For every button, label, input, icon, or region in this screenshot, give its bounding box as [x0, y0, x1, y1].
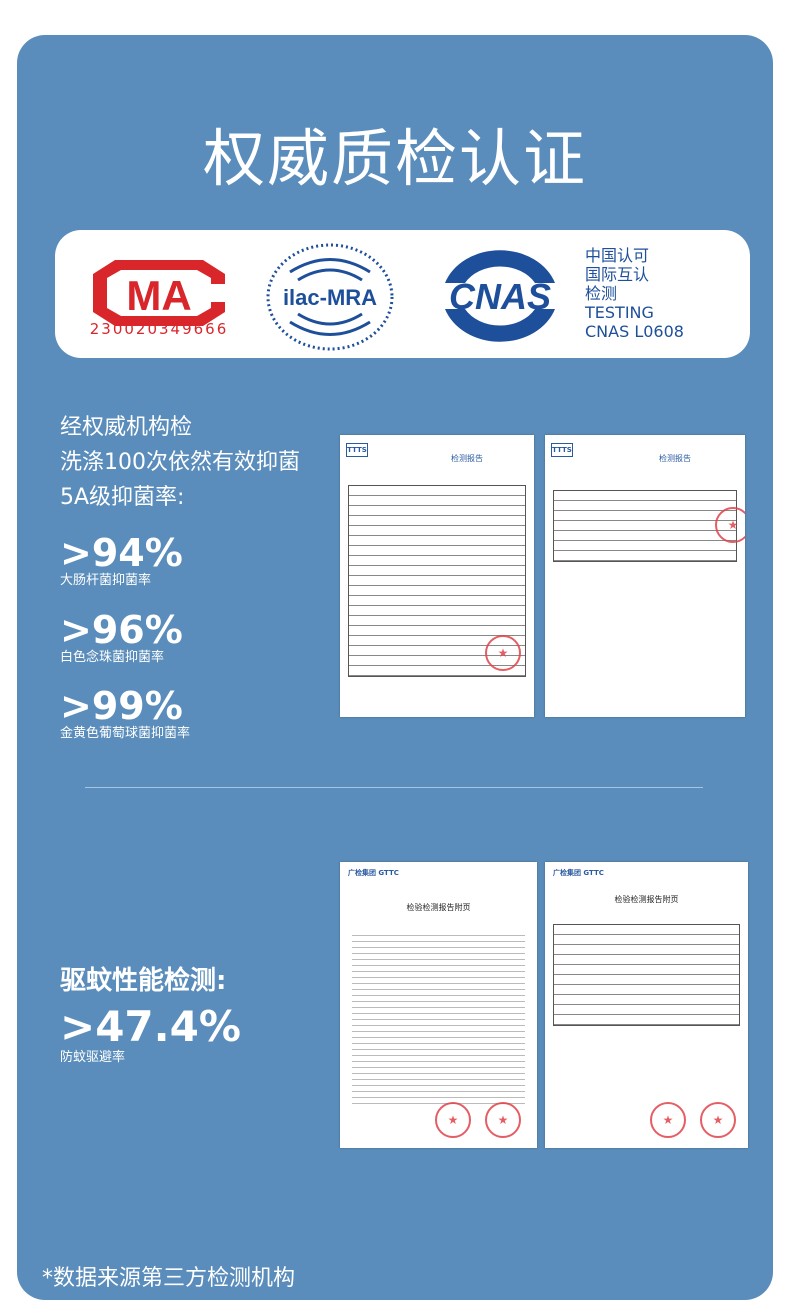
stat-mosquito: >47.4% 防蚊驱避率: [60, 1004, 241, 1066]
stat-staph: >99% 金黄色葡萄球菌抑菌率: [60, 686, 190, 742]
report-brand: 广检集团 GTTC: [348, 869, 399, 877]
stamp-icon: ★: [650, 1102, 686, 1138]
cnas-line: 国际互认: [585, 265, 650, 284]
cma-logo: MA: [93, 260, 225, 326]
stamp-icon: ★: [485, 1102, 521, 1138]
cnas-line: CNAS L0608: [585, 322, 684, 341]
mosquito-heading: 驱蚊性能检测:: [60, 966, 227, 996]
stat-value: >94%: [60, 531, 183, 575]
svg-text:ilac-MRA: ilac-MRA: [283, 285, 377, 310]
report-title: 检测报告: [451, 454, 483, 463]
cnas-line: 中国认可: [585, 246, 650, 265]
page-title: 权威质检认证: [202, 122, 587, 195]
stamp-icon: ★: [700, 1102, 736, 1138]
cnas-line: TESTING: [585, 303, 654, 322]
report-table: [553, 924, 740, 1026]
antibacterial-intro: 经权威机构检 洗涤100次依然有效抑菌 5A级抑菌率:: [60, 410, 300, 515]
report-text: [352, 930, 525, 1105]
report-brand: TTTS: [346, 443, 368, 457]
svg-text:CNAS: CNAS: [449, 276, 551, 317]
cnas-line: 检测: [585, 284, 618, 303]
stat-label: 防蚊驱避率: [60, 1050, 126, 1065]
test-report-image: TTTS 检测报告 ★: [545, 435, 745, 717]
report-title: 检测报告: [659, 454, 691, 463]
stat-label: 白色念珠菌抑菌率: [60, 650, 165, 665]
data-source-footnote: *数据来源第三方检测机构: [42, 1266, 296, 1291]
stat-label: 金黄色葡萄球菌抑菌率: [60, 726, 191, 741]
stat-value: >99%: [60, 684, 183, 728]
report-title: 检验检测报告附页: [406, 903, 471, 912]
test-report-image: 广检集团 GTTC 检验检测报告附页 ★ ★: [545, 862, 748, 1148]
cnas-logo: CNAS: [445, 250, 555, 342]
stat-candida: >96% 白色念珠菌抑菌率: [60, 610, 183, 666]
cma-number: 230020349666: [89, 320, 229, 338]
cnas-caption: 中国认可 国际互认 检测 TESTING CNAS L0608: [585, 246, 684, 341]
intro-line: 5A级抑菌率:: [60, 485, 185, 510]
test-report-image: 广检集团 GTTC 检验检测报告附页 ★ ★: [340, 862, 537, 1148]
section-divider: [85, 787, 703, 788]
report-brand: 广检集团 GTTC: [553, 869, 604, 877]
stat-value: >96%: [60, 608, 183, 652]
stat-value: >47.4%: [60, 1002, 241, 1051]
stamp-icon: ★: [435, 1102, 471, 1138]
intro-line: 洗涤100次依然有效抑菌: [60, 450, 300, 475]
report-title: 检验检测报告附页: [614, 895, 679, 904]
test-report-image: TTTS 检测报告 ★: [340, 435, 534, 717]
stamp-icon: ★: [715, 507, 745, 543]
report-brand: TTTS: [551, 443, 573, 457]
intro-line: 经权威机构检: [60, 415, 193, 440]
certification-logos: MA 230020349666 ilac-MRA CNAS 中国认可 国际互认 …: [55, 230, 750, 358]
stat-ecoli: >94% 大肠杆菌抑菌率: [60, 533, 183, 589]
ilac-mra-logo: ilac-MRA: [266, 243, 394, 351]
report-table: [553, 490, 737, 562]
svg-text:MA: MA: [126, 272, 191, 319]
stamp-icon: ★: [485, 635, 521, 671]
stat-label: 大肠杆菌抑菌率: [60, 573, 152, 588]
